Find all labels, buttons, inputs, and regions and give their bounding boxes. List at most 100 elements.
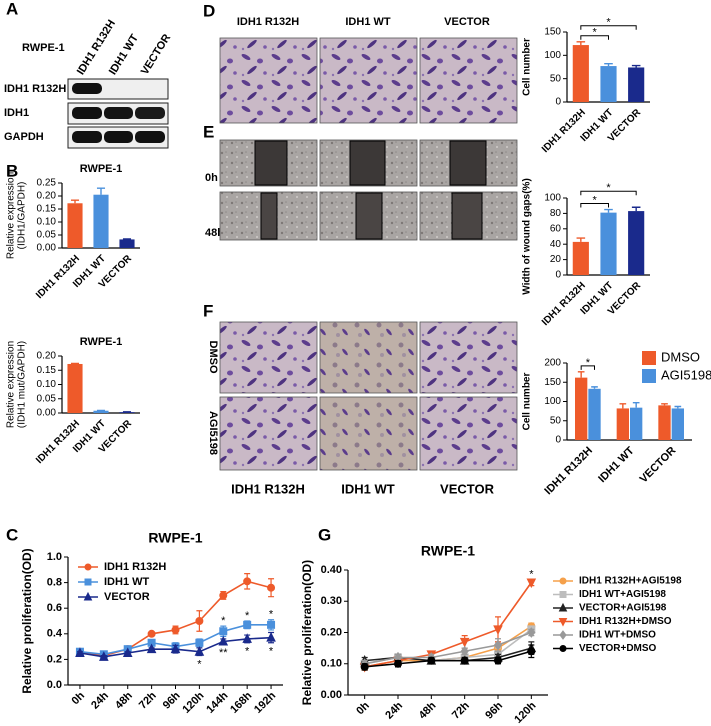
y-tick-label: 0.40 <box>321 564 342 576</box>
y-tick-label: 0 <box>555 435 561 446</box>
x-tick-label: IDH1 R132H <box>540 107 588 155</box>
annotation: * <box>245 610 250 622</box>
micrographs: IDH1 R132H IDH1 WT VECTOR 0h 48h DMSO AG… <box>205 16 518 496</box>
panel-letters: A B C D E F G <box>6 0 331 544</box>
marker <box>171 625 180 634</box>
wound-gap <box>355 192 383 240</box>
image-column-label: IDH1 R132H <box>237 16 299 28</box>
chart-title: RWPE-1 <box>80 163 123 175</box>
marker <box>460 645 469 657</box>
x-tick-label: 72h <box>450 700 472 722</box>
bar <box>628 211 645 275</box>
y-axis-label: Cell number <box>522 38 533 96</box>
y-tick-label: 0.8 <box>47 577 62 589</box>
y-tick-label: 0 <box>555 97 561 108</box>
marker <box>219 591 228 600</box>
significance-bracket <box>580 365 595 370</box>
error-bar <box>70 199 80 204</box>
significance-label: * <box>586 357 591 369</box>
marker <box>559 591 567 598</box>
marker <box>195 617 204 625</box>
legend-swatch <box>642 369 656 383</box>
wound-gap <box>254 140 288 186</box>
marker <box>243 577 252 586</box>
bar <box>67 363 83 413</box>
lane-label: IDH1 WT <box>107 32 141 77</box>
bar <box>572 241 589 275</box>
marker <box>99 651 109 661</box>
marker <box>493 625 503 635</box>
legend-label: VECTOR+AGI5198 <box>579 603 667 614</box>
image-column-label: IDH1 WT <box>341 481 395 496</box>
error-bar <box>577 371 585 378</box>
panel-letter: A <box>6 0 18 18</box>
x-tick-label: 72h <box>137 690 159 712</box>
significance-label: * <box>606 17 611 29</box>
x-tick-label: 0h <box>70 689 88 707</box>
marker <box>459 637 470 648</box>
y-tick-label: 0.15 <box>37 204 57 215</box>
marker <box>460 656 469 665</box>
error-bar <box>576 237 586 242</box>
bar <box>119 239 135 248</box>
error-bar <box>604 208 613 213</box>
y-tick-label: 0.00 <box>37 243 57 254</box>
y-tick-label: 60 <box>550 223 562 234</box>
image-column-label: VECTOR <box>444 16 490 28</box>
y-tick-label: 150 <box>544 377 561 388</box>
y-tick-label: 0.05 <box>37 393 57 404</box>
image-row-label: AGI5198 <box>207 411 219 455</box>
wound-gap <box>451 192 483 240</box>
annotation: * <box>245 646 250 658</box>
y-tick-label: 50 <box>550 415 562 426</box>
chart-title: RWPE-1 <box>80 336 123 348</box>
image-row-label: 48h <box>205 227 224 239</box>
significance-label: * <box>593 27 598 39</box>
bar <box>575 377 588 440</box>
y-axis-label: Width of wound gaps(%) <box>522 178 533 295</box>
row-label: GAPDH <box>4 131 44 143</box>
x-tick-label: IDH1 WT <box>596 445 637 486</box>
bar <box>600 66 617 102</box>
marker <box>242 633 252 643</box>
legend-label: AGI5198 <box>661 367 711 382</box>
marker <box>218 635 229 646</box>
x-tick-label: 96h <box>483 700 505 722</box>
legend-label: DMSO <box>661 349 700 364</box>
marker <box>170 643 181 654</box>
image-row-label: DMSO <box>207 341 219 374</box>
bar <box>119 412 135 413</box>
image-column-label: IDH1 WT <box>345 16 391 28</box>
y-tick-label: 0.2 <box>47 653 62 665</box>
annotation: * <box>269 646 274 658</box>
x-tick-label: 48h <box>417 700 439 722</box>
blot-band <box>72 83 102 94</box>
y-tick-label: 0 <box>555 270 561 281</box>
micrograph <box>219 396 318 471</box>
annotation: * <box>269 609 274 621</box>
marker <box>75 647 85 657</box>
marker <box>427 656 436 665</box>
panel-letter: G <box>318 525 331 544</box>
chart-title: RWPE-1 <box>421 543 475 559</box>
x-tick-label: IDH1 R132H <box>542 445 595 498</box>
wound-gap <box>260 192 278 240</box>
y-axis-label: Relative proliferation(OD) <box>300 560 314 705</box>
marker <box>527 647 536 656</box>
wound-gap <box>349 140 386 186</box>
x-tick-label: IDH1 R132H <box>540 280 588 328</box>
series-line <box>364 582 532 668</box>
bar <box>628 67 645 102</box>
blot-band <box>104 131 133 143</box>
y-tick-label: 150 <box>544 27 561 38</box>
micrograph <box>419 396 518 471</box>
significance-label: * <box>593 194 598 206</box>
y-tick-label: 0.10 <box>321 658 342 670</box>
y-tick-label: 100 <box>544 193 561 204</box>
legend-label: IDH1 R132H+AGI5198 <box>579 576 682 587</box>
marker <box>84 563 92 571</box>
y-tick-label: 0.10 <box>37 217 57 228</box>
error-bar <box>674 405 682 409</box>
bar <box>93 410 109 413</box>
y-tick-label: 50 <box>550 73 562 84</box>
